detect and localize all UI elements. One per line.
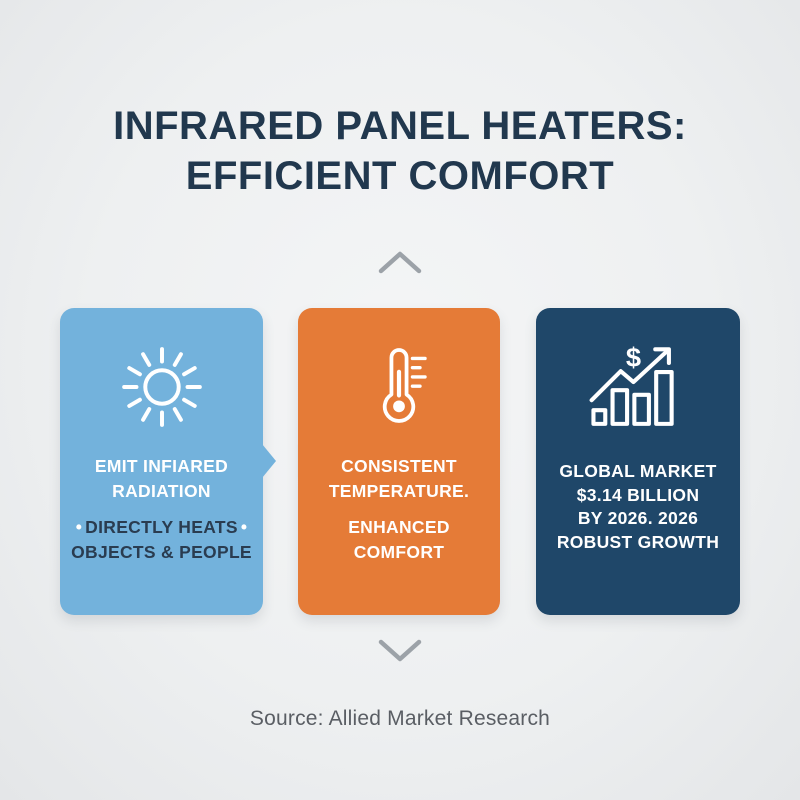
bullet-dot-right: •	[240, 517, 248, 537]
chevron-up-icon	[378, 251, 422, 274]
card-temperature-heading: CONSISTENT TEMPERATURE.	[329, 454, 469, 504]
card-infrared-sub-line1-text: DIRECTLY HEATS	[85, 517, 238, 537]
card-consistent-temperature: CONSISTENT TEMPERATURE. ENHANCED COMFORT	[298, 308, 500, 615]
card-infrared-subtext: • DIRECTLY HEATS • OBJECTS & PEOPLE	[71, 515, 252, 565]
thermometer-icon	[357, 342, 441, 432]
growth-chart-icon: $	[588, 342, 688, 432]
card-infrared-heading-line2: RADIATION	[112, 481, 211, 501]
card-infrared-heading-line1: EMIT INFIARED	[94, 456, 229, 476]
card-infrared-subtext-line2: OBJECTS & PEOPLE	[71, 542, 252, 562]
sun-icon	[118, 342, 206, 432]
card-temperature-heading-line1: CONSISTENT	[341, 456, 457, 476]
page-title: INFRARED PANEL HEATERS: EFFICIENT COMFOR…	[0, 102, 800, 201]
card-market-line3: BY 2026. 2026	[577, 508, 699, 528]
card-market-text: GLOBAL MARKET $3.14 BILLION BY 2026. 202…	[557, 460, 719, 554]
card-temperature-subtext-line2: COMFORT	[353, 542, 445, 562]
card-market-line1: GLOBAL MARKET	[559, 461, 717, 481]
card-infrared-subtext-line1: • DIRECTLY HEATS •	[71, 515, 252, 540]
source-attribution: Source: Allied Market Research	[249, 707, 551, 730]
card-market-line4: ROBUST GROWTH	[556, 531, 720, 552]
dollar-sign-glyph: $	[626, 342, 641, 373]
card-infrared-heading: EMIT INFIARED RADIATION	[95, 454, 228, 504]
card-global-market: $ GLOBAL MARKET $3.14 BILLION BY 2026. 2…	[536, 308, 740, 615]
chevron-down-icon	[378, 639, 422, 662]
card-temperature-subtext: ENHANCED COMFORT	[348, 515, 450, 565]
card-infrared-emission: EMIT INFIARED RADIATION • DIRECTLY HEATS •…	[60, 308, 263, 615]
page-title-line2: EFFICIENT COMFORT	[185, 153, 615, 198]
card-market-line2: $3.14 BILLION	[576, 484, 700, 505]
card-temperature-subtext-line1: ENHANCED	[348, 517, 450, 537]
flow-arrow-tip-1	[262, 444, 276, 478]
page-title-line1: INFRARED PANEL HEATERS:	[113, 104, 687, 148]
bullet-dot-left: •	[75, 517, 83, 537]
card-temperature-heading-line2: TEMPERATURE.	[328, 481, 470, 501]
